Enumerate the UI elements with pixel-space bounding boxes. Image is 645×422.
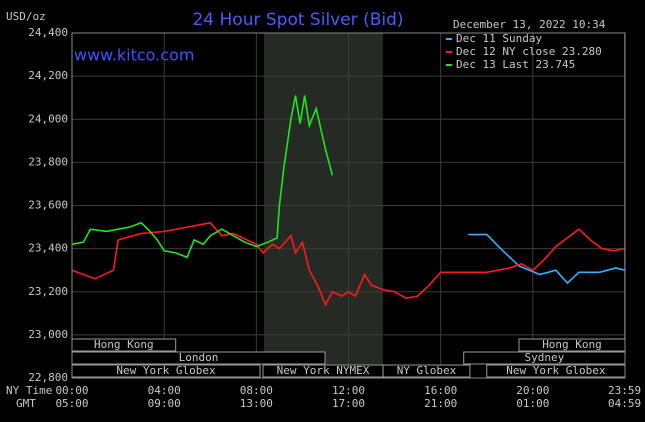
session-bar: [382, 364, 471, 378]
series-line: [71, 221, 626, 307]
x2-tick-label: 17:00: [332, 397, 365, 410]
series-line: [71, 95, 334, 259]
session-label: New York Globex: [506, 364, 606, 377]
plot-frame: [71, 32, 626, 379]
x-axis-label: NY Time: [6, 384, 52, 397]
x-tick-label: 20:00: [516, 384, 549, 397]
y-tick-label: 22,800: [28, 371, 68, 384]
timestamp: December 13, 2022 10:34: [453, 18, 606, 31]
site-label: www.kitco.com: [74, 46, 194, 65]
x2-tick-label: 13:00: [240, 397, 273, 410]
y-tick-label: 24,400: [28, 26, 68, 39]
x2-axis-label: GMT: [16, 397, 36, 410]
x2-tick-label: 01:00: [516, 397, 549, 410]
x-tick-label: 04:00: [148, 384, 181, 397]
x-tick-label: 23:59: [608, 384, 641, 397]
x-tick-label: 08:00: [240, 384, 273, 397]
x2-tick-label: 04:59: [608, 397, 641, 410]
x-tick-label: 00:00: [55, 384, 88, 397]
x2-tick-label: 05:00: [55, 397, 88, 410]
x-tick-label: 16:00: [424, 384, 457, 397]
y-tick-label: 23,200: [28, 285, 68, 298]
legend-label: Dec 13 Last 23.745: [456, 58, 575, 71]
y-tick-label: 23,600: [28, 199, 68, 212]
session-label: Hong Kong: [542, 338, 602, 351]
x2-tick-label: 09:00: [148, 397, 181, 410]
y-tick-label: 23,800: [28, 155, 68, 168]
legend-label: Dec 12 NY close 23.280: [456, 45, 602, 58]
x2-tick-label: 21:00: [424, 397, 457, 410]
series-line: [468, 233, 626, 285]
y-tick-label: 24,200: [28, 69, 68, 82]
session-label: Sydney: [524, 351, 564, 364]
unit-label: USD/oz: [6, 10, 46, 23]
session-label: Hong Kong: [94, 338, 154, 351]
chart-title: 24 Hour Spot Silver (Bid): [192, 10, 403, 30]
x-tick-label: 12:00: [332, 384, 365, 397]
session-label: NY Globex: [397, 364, 457, 377]
y-tick-label: 24,000: [28, 112, 68, 125]
session-label: New York Globex: [116, 364, 216, 377]
y-tick-label: 23,400: [28, 242, 68, 255]
y-tick-label: 23,000: [28, 328, 68, 341]
legend-label: Dec 11 Sunday: [456, 32, 542, 45]
session-label: New York NYMEX: [277, 364, 370, 377]
session-label: London: [179, 351, 219, 364]
